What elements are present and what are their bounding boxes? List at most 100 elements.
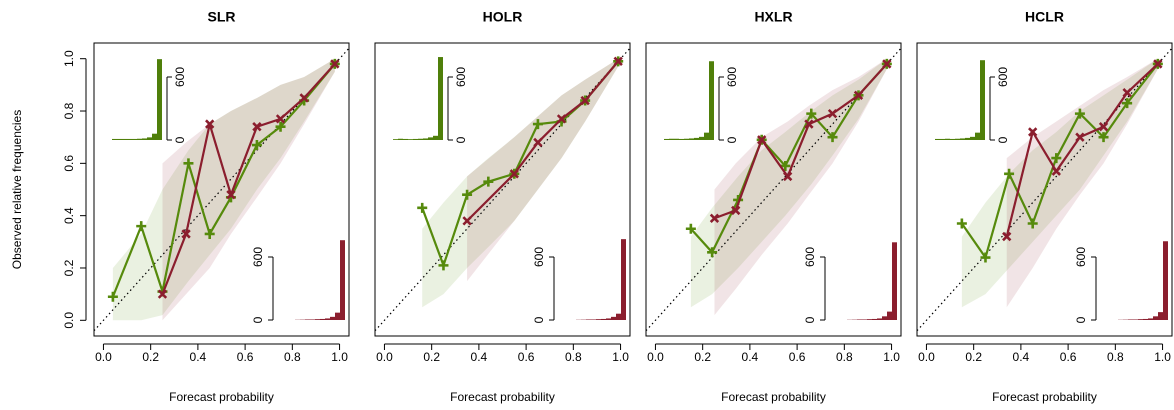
histogram-bar (325, 318, 330, 320)
y-tick-label: 0.8 (62, 102, 76, 119)
histogram-bar (393, 139, 398, 140)
inset-tick-label: 0 (996, 136, 1010, 143)
confidence-band (467, 58, 619, 282)
histogram-bar (403, 138, 408, 140)
histogram-bar (965, 137, 970, 140)
point-marker (882, 59, 892, 69)
histogram-bar (684, 138, 689, 140)
x-tick-label: 0.4 (190, 350, 207, 364)
histogram-bar (699, 136, 704, 140)
histogram-bar (669, 138, 674, 140)
inset-tick-label: 600 (454, 67, 468, 87)
histogram-bar (616, 313, 621, 320)
histogram-bar (945, 138, 950, 140)
histogram-bar (867, 319, 872, 320)
histogram-bar (1128, 319, 1133, 320)
histogram-bar (664, 138, 669, 140)
histogram-bar (305, 319, 310, 320)
histogram-bar (1153, 316, 1158, 320)
histogram-bar (621, 239, 626, 320)
point-marker (782, 171, 793, 182)
x-axis-label: Forecast probability (992, 390, 1097, 404)
x-axis-label: Forecast probability (450, 390, 555, 404)
point-marker (1122, 98, 1133, 109)
series-line (466, 60, 620, 222)
x-tick-label: 0.4 (471, 350, 488, 364)
point-marker (252, 122, 262, 132)
histogram-bar (877, 318, 882, 320)
point-marker (1098, 132, 1109, 143)
histogram-bar (596, 319, 601, 320)
point-marker (205, 119, 215, 129)
point-marker (956, 218, 967, 229)
point-marker (157, 289, 168, 299)
histogram-bar (1133, 319, 1138, 320)
x-axis-label: Forecast probability (721, 390, 826, 404)
point-marker (462, 189, 473, 200)
histogram-bar (398, 138, 403, 140)
histogram-bar (315, 319, 320, 320)
panel-title: HOLR (483, 9, 523, 25)
histogram-bar (586, 319, 591, 320)
histogram-bar (857, 319, 862, 320)
histogram-bar (960, 138, 965, 140)
point-marker (509, 169, 519, 179)
x-tick-label: 0.0 (647, 350, 664, 364)
point-marker (1153, 59, 1163, 69)
histogram-bar (611, 316, 616, 320)
inset-tick-label: 600 (173, 67, 187, 87)
histogram-bar (955, 138, 960, 140)
plot-frame (645, 42, 902, 337)
y-axis-label: Observed relative frequencies (10, 110, 24, 269)
x-tick-label: 0.8 (284, 350, 301, 364)
histogram-bar (1143, 318, 1148, 320)
point-marker (827, 108, 838, 119)
x-tick-label: 0.8 (836, 350, 853, 364)
histogram-bar (862, 319, 867, 320)
x-tick-label: 0.6 (1060, 350, 1077, 364)
panel-title: HCLR (1025, 9, 1064, 25)
histogram-bar (601, 318, 606, 320)
histogram-bar (413, 138, 418, 140)
y-tick-label: 0.4 (62, 207, 76, 224)
point-marker (107, 291, 118, 302)
point-marker (533, 137, 543, 148)
point-marker (462, 216, 472, 226)
histogram-bar (1163, 241, 1168, 320)
histogram-bar (117, 138, 122, 140)
x-tick-label: 0.6 (237, 350, 254, 364)
histogram-bar (330, 316, 335, 320)
inset-tick-label: 0 (725, 136, 739, 143)
histogram-bar (157, 59, 162, 140)
point-marker (707, 247, 718, 258)
histogram-bar (142, 138, 147, 140)
histogram-bar (940, 138, 945, 140)
point-marker (757, 135, 767, 145)
x-tick-label: 0.2 (965, 350, 982, 364)
x-tick-label: 1.0 (331, 350, 348, 364)
panel-title: HXLR (754, 9, 792, 25)
point-marker (853, 90, 864, 100)
series-line (111, 63, 336, 298)
histogram-bar (310, 319, 315, 320)
confidence-band (1006, 58, 1158, 308)
point-marker (275, 121, 286, 132)
x-tick-label: 1.0 (1154, 350, 1171, 364)
point-marker (330, 59, 340, 69)
histogram-bar (1138, 319, 1143, 320)
confidence-band (162, 58, 335, 321)
point-marker (226, 190, 236, 200)
x-tick-label: 1.0 (883, 350, 900, 364)
histogram-bar (679, 138, 684, 140)
point-marker (613, 56, 623, 66)
histogram-bar (433, 135, 438, 140)
histogram-bar (438, 57, 443, 140)
histogram-bar (1148, 318, 1153, 320)
point-marker (1074, 108, 1085, 119)
inset-tick-label: 600 (532, 247, 546, 267)
inset-tick-label: 0 (1074, 316, 1088, 323)
histogram-bar (606, 318, 611, 320)
inset-tick-label: 600 (251, 247, 265, 267)
x-tick-label: 0.6 (789, 350, 806, 364)
